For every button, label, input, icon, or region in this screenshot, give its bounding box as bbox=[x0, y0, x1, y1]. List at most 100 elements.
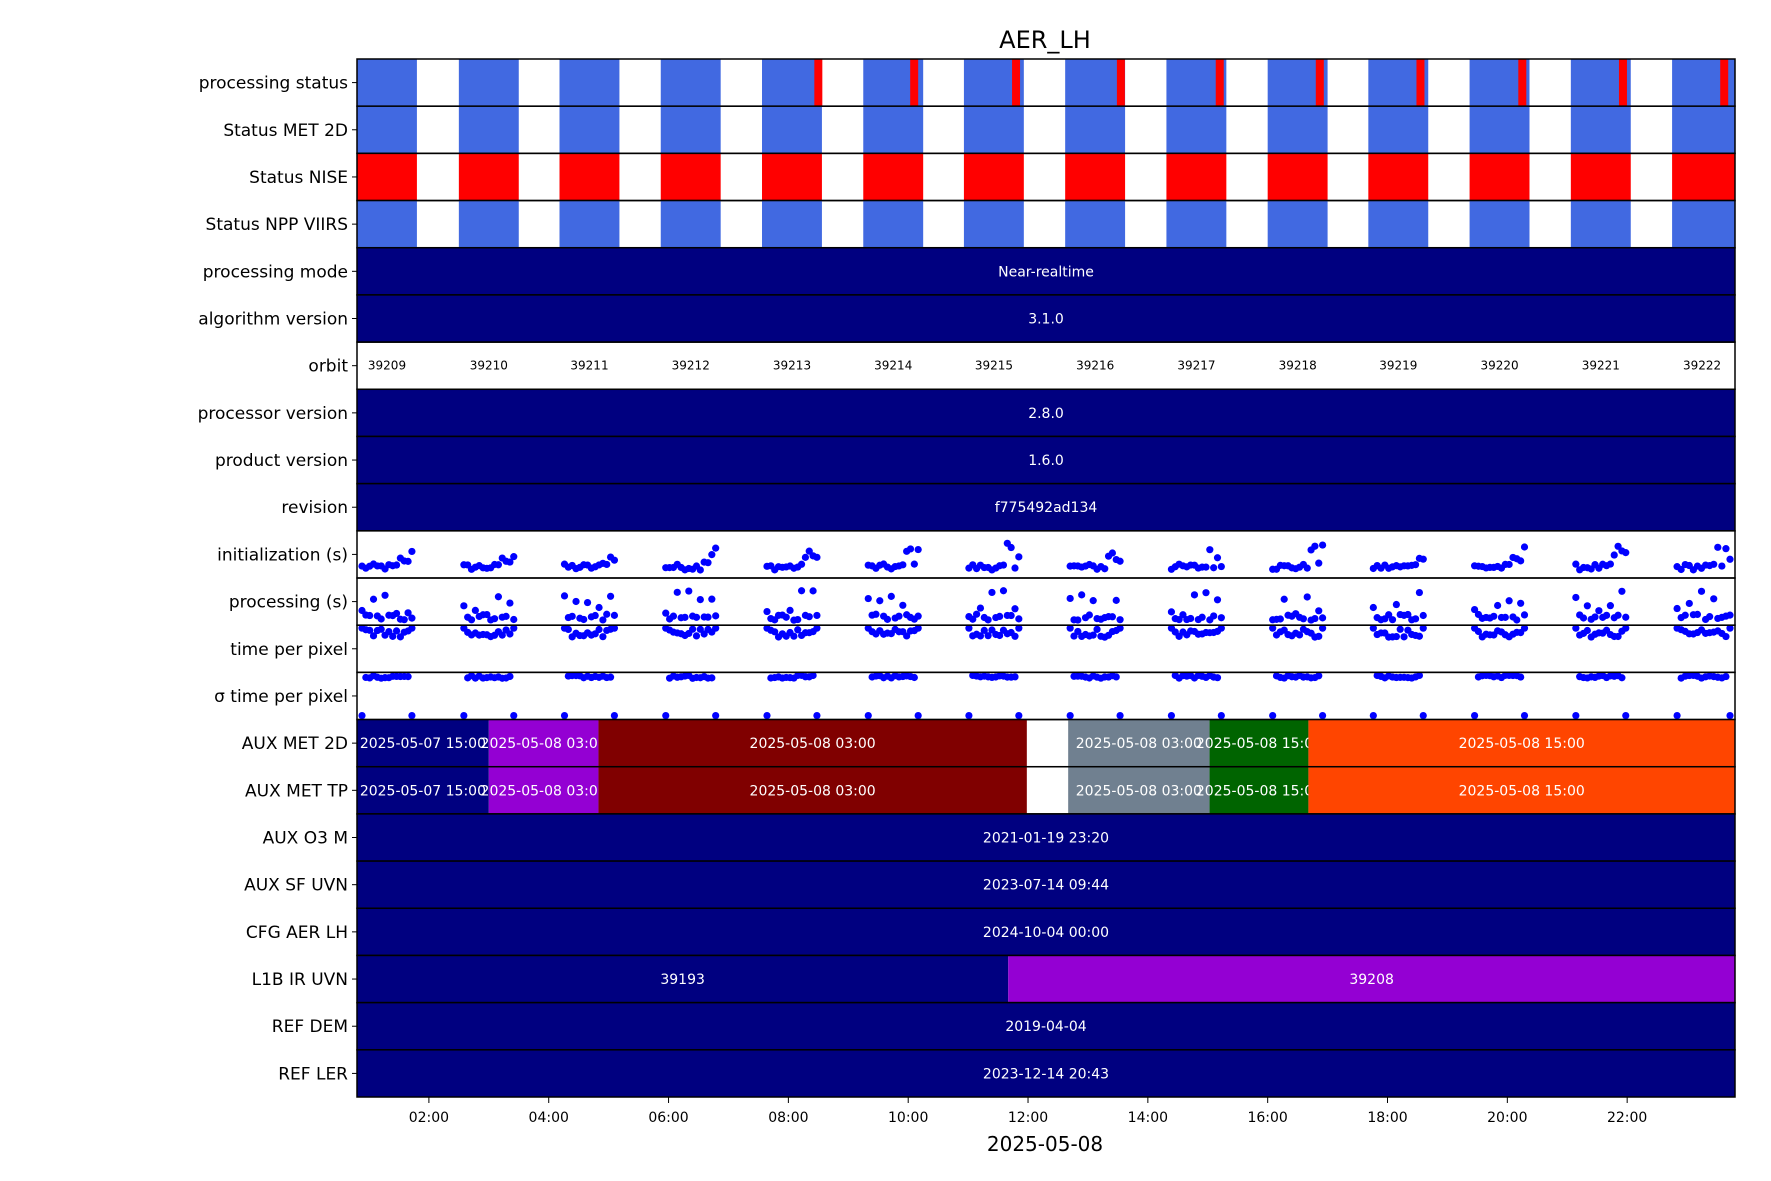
data-point bbox=[572, 597, 580, 606]
row-label: L1B IR UVN bbox=[252, 970, 348, 990]
data-point bbox=[809, 671, 817, 680]
row-label: Status MET 2D bbox=[223, 121, 348, 141]
data-point bbox=[1299, 615, 1307, 623]
data-point bbox=[610, 556, 619, 564]
x-tick-label: 02:00 bbox=[409, 1110, 449, 1126]
status-bar bbox=[458, 200, 519, 248]
data-point bbox=[1369, 624, 1377, 632]
status-bar bbox=[1469, 200, 1530, 248]
row-8: 1.6.0 bbox=[356, 435, 1736, 485]
data-point bbox=[377, 615, 385, 623]
segment-bar bbox=[357, 813, 1735, 862]
data-point bbox=[794, 615, 802, 624]
data-point bbox=[610, 624, 619, 632]
data-point bbox=[763, 607, 771, 616]
data-point bbox=[708, 595, 716, 603]
data-point bbox=[685, 587, 693, 595]
orbit-number: 39212 bbox=[672, 359, 710, 373]
row-label: algorithm version bbox=[198, 310, 348, 330]
data-point bbox=[1210, 564, 1218, 572]
x-axis-label: 2025-05-08 bbox=[987, 1132, 1103, 1156]
data-point bbox=[872, 610, 880, 618]
data-point bbox=[1400, 633, 1408, 641]
status-bar bbox=[660, 106, 721, 154]
segment-label: 2025-05-08 03:00 bbox=[1076, 783, 1202, 799]
data-point bbox=[1167, 711, 1176, 720]
segment-bar bbox=[1209, 766, 1309, 814]
data-point bbox=[1311, 614, 1319, 623]
data-point bbox=[797, 587, 806, 595]
data-point bbox=[494, 561, 503, 569]
data-point bbox=[712, 711, 720, 720]
row-20: 2019-04-04 bbox=[356, 1001, 1736, 1051]
data-point bbox=[1011, 605, 1019, 613]
data-point bbox=[692, 632, 701, 640]
data-point bbox=[1583, 626, 1591, 635]
data-point bbox=[1369, 603, 1377, 612]
data-point bbox=[1710, 560, 1718, 568]
row-17: 2023-07-14 09:44 bbox=[356, 860, 1736, 910]
segment-bar bbox=[357, 955, 1009, 1003]
data-point bbox=[976, 632, 985, 640]
x-tick-label: 06:00 bbox=[648, 1110, 688, 1126]
segment-label: 1.6.0 bbox=[1028, 453, 1064, 469]
status-bar bbox=[762, 59, 822, 107]
data-point bbox=[1101, 565, 1109, 573]
segment-bar bbox=[488, 719, 599, 767]
data-point bbox=[408, 624, 416, 632]
row-label: processing (s) bbox=[229, 593, 348, 613]
data-point bbox=[366, 626, 374, 634]
status-bar bbox=[863, 153, 924, 201]
row-10 bbox=[356, 530, 1736, 579]
data-point bbox=[591, 611, 599, 620]
data-point bbox=[369, 595, 378, 603]
data-point bbox=[1269, 711, 1277, 720]
data-point bbox=[899, 561, 907, 569]
data-point bbox=[708, 551, 716, 559]
segment-bar bbox=[357, 1049, 1735, 1097]
segment-bar bbox=[357, 908, 1735, 956]
data-point bbox=[1217, 562, 1225, 571]
x-tick-label: 10:00 bbox=[888, 1110, 928, 1126]
data-point bbox=[899, 601, 907, 609]
status-bar bbox=[1672, 153, 1735, 201]
orbit-number: 39211 bbox=[570, 359, 608, 373]
data-point bbox=[1217, 614, 1225, 622]
row-7: 2.8.0 bbox=[356, 388, 1736, 438]
data-point bbox=[408, 711, 416, 720]
data-point bbox=[797, 560, 806, 568]
segment-label: 2.8.0 bbox=[1028, 406, 1064, 422]
data-point bbox=[1318, 541, 1327, 549]
row-label: Status NISE bbox=[249, 168, 348, 188]
data-point bbox=[1112, 596, 1120, 604]
data-point bbox=[1501, 613, 1509, 621]
data-point bbox=[763, 711, 771, 720]
data-point bbox=[1089, 631, 1097, 639]
data-point bbox=[1722, 672, 1730, 681]
status-bar bbox=[559, 106, 620, 154]
error-mark bbox=[1215, 59, 1224, 107]
data-point bbox=[603, 610, 611, 618]
data-point bbox=[1011, 632, 1019, 640]
data-point bbox=[471, 606, 479, 615]
data-point bbox=[1210, 612, 1218, 620]
data-point bbox=[1303, 593, 1311, 601]
segment-bar bbox=[1068, 766, 1210, 814]
row-16: 2021-01-19 23:20 bbox=[356, 813, 1736, 862]
data-point bbox=[1078, 591, 1086, 599]
status-bar bbox=[1570, 153, 1631, 201]
data-point bbox=[1385, 611, 1393, 619]
status-bar bbox=[1166, 106, 1227, 154]
data-point bbox=[1066, 594, 1074, 603]
row-18: 2024-10-04 00:00 bbox=[356, 907, 1736, 957]
data-point bbox=[583, 598, 592, 607]
data-point bbox=[1722, 545, 1730, 553]
data-point bbox=[1505, 597, 1513, 605]
segment-label: 2025-05-08 03:00 bbox=[481, 736, 607, 752]
data-point bbox=[864, 594, 872, 603]
status-bar bbox=[660, 59, 721, 107]
data-point bbox=[813, 611, 821, 620]
segment-bar bbox=[1308, 766, 1735, 814]
data-point bbox=[392, 609, 401, 618]
